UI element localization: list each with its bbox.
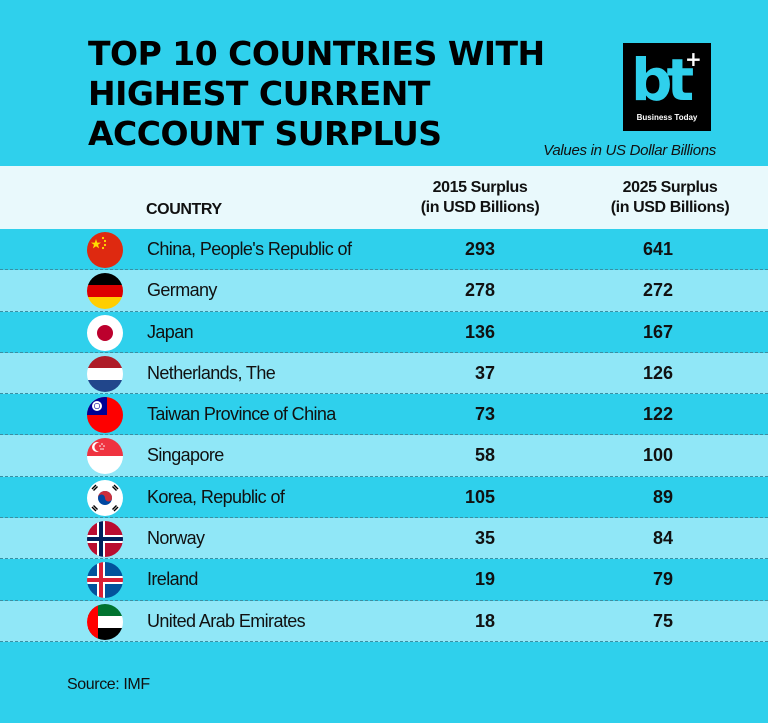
table-row: Ireland 19 79 (0, 559, 768, 601)
table-row: Korea, Republic of 105 89 (0, 476, 768, 519)
surplus-2025-value: 122 (642, 404, 673, 425)
logo-plus-icon: + (685, 47, 702, 71)
germany-flag-icon (87, 273, 123, 310)
table-row: Singapore 58 100 (0, 435, 768, 477)
netherlands-flag-icon (87, 355, 123, 392)
surplus-2015-value: 58 (474, 445, 495, 466)
surplus-2025-value: 75 (652, 610, 673, 631)
country-name: Korea, Republic of (147, 486, 285, 507)
surplus-2015-value: 105 (464, 486, 495, 507)
source-note: Source: IMF (67, 676, 150, 693)
surplus-2025-column-header: 2025 Surplus (in USD Billions) (590, 178, 750, 218)
ireland-flag-icon (87, 562, 123, 599)
surplus-2015-column-header: 2015 Surplus (in USD Billions) (400, 178, 560, 218)
table-row: Netherlands, The 37 126 (0, 352, 768, 395)
table-row: Germany 278 272 (0, 270, 768, 312)
chart-title: TOP 10 COUNTRIES WITH HIGHEST CURRENT AC… (88, 34, 558, 154)
header-line: (in USD Billions) (610, 199, 730, 216)
country-name: Netherlands, The (147, 362, 276, 383)
surplus-2015-value: 19 (474, 569, 495, 590)
singapore-flag-icon (87, 438, 123, 475)
norway-flag-icon (87, 521, 123, 558)
korea-flag-icon (87, 479, 123, 516)
table-row: Japan 136 167 (0, 311, 768, 353)
surplus-2025-value: 79 (652, 569, 673, 590)
header-line: 2015 Surplus (432, 179, 528, 196)
country-name: Taiwan Province of China (147, 404, 336, 425)
surplus-2015-value: 35 (474, 528, 495, 549)
surplus-2015-value: 73 (474, 404, 495, 425)
title-line: TOP 10 COUNTRIES WITH (88, 34, 545, 73)
surplus-2025-value: 272 (642, 280, 673, 301)
title-line: HIGHEST CURRENT (88, 74, 430, 113)
surplus-2015-value: 278 (464, 280, 495, 301)
table-row: China, People's Republic of 293 641 (0, 229, 768, 271)
country-name: Germany (147, 280, 217, 301)
title-line: ACCOUNT SURPLUS (88, 114, 442, 153)
logo-mark: bt (631, 46, 694, 114)
china-flag-icon (87, 232, 123, 268)
table-row: Taiwan Province of China 73 122 (0, 394, 768, 436)
table-header: COUNTRY 2015 Surplus (in USD Billions) 2… (0, 166, 768, 229)
business-today-logo: bt + Business Today (623, 43, 711, 131)
surplus-2015-value: 293 (464, 239, 495, 259)
surplus-2025-value: 89 (652, 486, 673, 507)
table-body: China, People's Republic of 293 641 Germany… (0, 229, 768, 642)
surplus-2015-value: 37 (474, 362, 495, 383)
country-name: Ireland (147, 569, 198, 590)
country-column-header: COUNTRY (146, 201, 222, 218)
header-line: 2025 Surplus (622, 179, 718, 196)
logo-brand-text: Business Today (636, 113, 698, 122)
taiwan-flag-icon (87, 397, 123, 434)
surplus-2025-value: 126 (642, 362, 673, 383)
uae-flag-icon (87, 603, 123, 640)
chart-subtitle: Values in US Dollar Billions (543, 142, 716, 159)
surplus-2025-value: 100 (642, 445, 673, 466)
surplus-2015-value: 136 (464, 321, 495, 342)
country-name: Japan (147, 321, 194, 342)
surplus-2025-value: 167 (642, 321, 673, 342)
country-name: Singapore (147, 445, 224, 466)
country-name: China, People's Republic of (147, 239, 352, 259)
surplus-2015-value: 18 (474, 610, 495, 631)
country-name: United Arab Emirates (147, 610, 306, 631)
japan-flag-icon (87, 314, 123, 351)
header-line: (in USD Billions) (420, 199, 540, 216)
table-row: United Arab Emirates 18 75 (0, 600, 768, 642)
country-name: Norway (147, 528, 205, 549)
surplus-2025-value: 84 (652, 528, 673, 549)
surplus-2025-value: 641 (642, 239, 673, 259)
table-row: Norway 35 84 (0, 518, 768, 560)
